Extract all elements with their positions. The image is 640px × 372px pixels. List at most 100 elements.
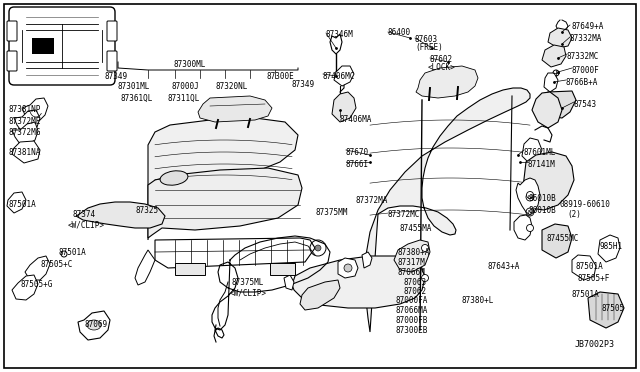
Text: 87455MA: 87455MA	[400, 224, 433, 233]
Polygon shape	[516, 178, 540, 215]
Text: 87670: 87670	[346, 148, 369, 157]
Text: JB7002P3: JB7002P3	[575, 340, 615, 349]
Polygon shape	[25, 256, 50, 280]
Bar	[270, 263, 295, 275]
Text: 87300E: 87300E	[267, 72, 295, 81]
Polygon shape	[338, 258, 358, 278]
Text: 87066M: 87066M	[398, 268, 426, 277]
Text: 87406MC: 87406MC	[323, 72, 355, 81]
Polygon shape	[522, 152, 574, 210]
Circle shape	[527, 192, 534, 199]
Text: 87603: 87603	[415, 35, 438, 44]
Polygon shape	[362, 252, 372, 268]
Polygon shape	[198, 96, 272, 122]
Polygon shape	[292, 256, 425, 308]
Text: 87301ML: 87301ML	[117, 82, 149, 91]
Text: 87000F: 87000F	[572, 66, 600, 75]
Circle shape	[344, 264, 352, 272]
Bar	[175, 263, 205, 275]
Text: 87141M: 87141M	[528, 160, 556, 169]
Polygon shape	[14, 110, 40, 132]
Circle shape	[422, 275, 429, 282]
Polygon shape	[12, 275, 38, 300]
Circle shape	[527, 224, 534, 231]
Polygon shape	[7, 192, 26, 213]
Polygon shape	[135, 250, 155, 285]
Text: <W/CLIP>: <W/CLIP>	[68, 220, 105, 229]
Circle shape	[315, 245, 321, 251]
Polygon shape	[12, 141, 40, 163]
Text: 87062: 87062	[404, 287, 427, 296]
Text: 87505+C: 87505+C	[40, 260, 72, 269]
Text: 87066MA: 87066MA	[396, 306, 428, 315]
Text: 87406MA: 87406MA	[340, 115, 372, 124]
FancyBboxPatch shape	[107, 21, 117, 41]
Text: 87000J: 87000J	[172, 82, 200, 91]
Text: 87381NP: 87381NP	[8, 105, 40, 114]
FancyBboxPatch shape	[7, 21, 17, 41]
Polygon shape	[148, 118, 298, 240]
Text: 87000FA: 87000FA	[396, 296, 428, 305]
Ellipse shape	[87, 320, 101, 330]
Polygon shape	[598, 235, 620, 262]
Polygon shape	[22, 98, 48, 122]
Text: 985H1: 985H1	[600, 242, 623, 251]
Polygon shape	[522, 138, 542, 164]
Text: 87346M: 87346M	[326, 30, 354, 39]
Text: 87501A: 87501A	[576, 262, 604, 271]
Text: <LOCK>: <LOCK>	[428, 63, 456, 72]
FancyBboxPatch shape	[9, 7, 115, 85]
Polygon shape	[155, 238, 315, 268]
Polygon shape	[300, 280, 340, 310]
Text: 8766B+A: 8766B+A	[566, 78, 598, 87]
Bar	[32, 38, 54, 54]
Polygon shape	[148, 168, 302, 238]
Polygon shape	[76, 202, 165, 228]
Text: 87300ML: 87300ML	[174, 60, 206, 69]
Text: 87300EB: 87300EB	[396, 326, 428, 335]
Polygon shape	[416, 66, 478, 98]
Text: 87349: 87349	[292, 80, 315, 89]
Polygon shape	[572, 255, 596, 280]
Text: 87601ML: 87601ML	[524, 148, 556, 157]
Text: 87320NL: 87320NL	[216, 82, 248, 91]
Text: 87069: 87069	[84, 320, 107, 329]
Text: 87361QL: 87361QL	[120, 94, 152, 103]
Polygon shape	[548, 28, 572, 48]
Text: (2): (2)	[567, 210, 581, 219]
Text: 87332MA: 87332MA	[570, 34, 602, 43]
Text: 86400: 86400	[388, 28, 411, 37]
Polygon shape	[542, 224, 572, 258]
Polygon shape	[532, 92, 562, 128]
Text: 87311QL: 87311QL	[168, 94, 200, 103]
Text: 87372MG: 87372MG	[8, 128, 40, 137]
Polygon shape	[330, 34, 342, 54]
Polygon shape	[537, 91, 576, 118]
Text: N: N	[528, 209, 532, 215]
Ellipse shape	[160, 171, 188, 185]
Text: 86010B: 86010B	[529, 206, 557, 215]
Polygon shape	[588, 292, 624, 328]
Text: 87375ML: 87375ML	[232, 278, 264, 287]
FancyBboxPatch shape	[7, 51, 17, 71]
Text: 87374: 87374	[72, 210, 95, 219]
Text: 87505+G: 87505+G	[20, 280, 52, 289]
Text: 87501A: 87501A	[8, 200, 36, 209]
Text: 87455MC: 87455MC	[547, 234, 579, 243]
Polygon shape	[334, 66, 354, 86]
Polygon shape	[284, 275, 294, 290]
Text: 87372MC: 87372MC	[388, 210, 420, 219]
Text: 87505: 87505	[602, 304, 625, 313]
Text: 86010B: 86010B	[529, 194, 557, 203]
Polygon shape	[365, 88, 530, 332]
Text: 87501A: 87501A	[572, 290, 600, 299]
Text: 87501A: 87501A	[58, 248, 86, 257]
Text: N: N	[528, 195, 532, 199]
Polygon shape	[332, 92, 356, 122]
Text: 8766I: 8766I	[346, 160, 369, 169]
Text: 87332MC: 87332MC	[567, 52, 600, 61]
Polygon shape	[514, 215, 532, 240]
FancyBboxPatch shape	[107, 51, 117, 71]
Text: 87649+A: 87649+A	[572, 22, 604, 31]
Polygon shape	[544, 73, 558, 92]
